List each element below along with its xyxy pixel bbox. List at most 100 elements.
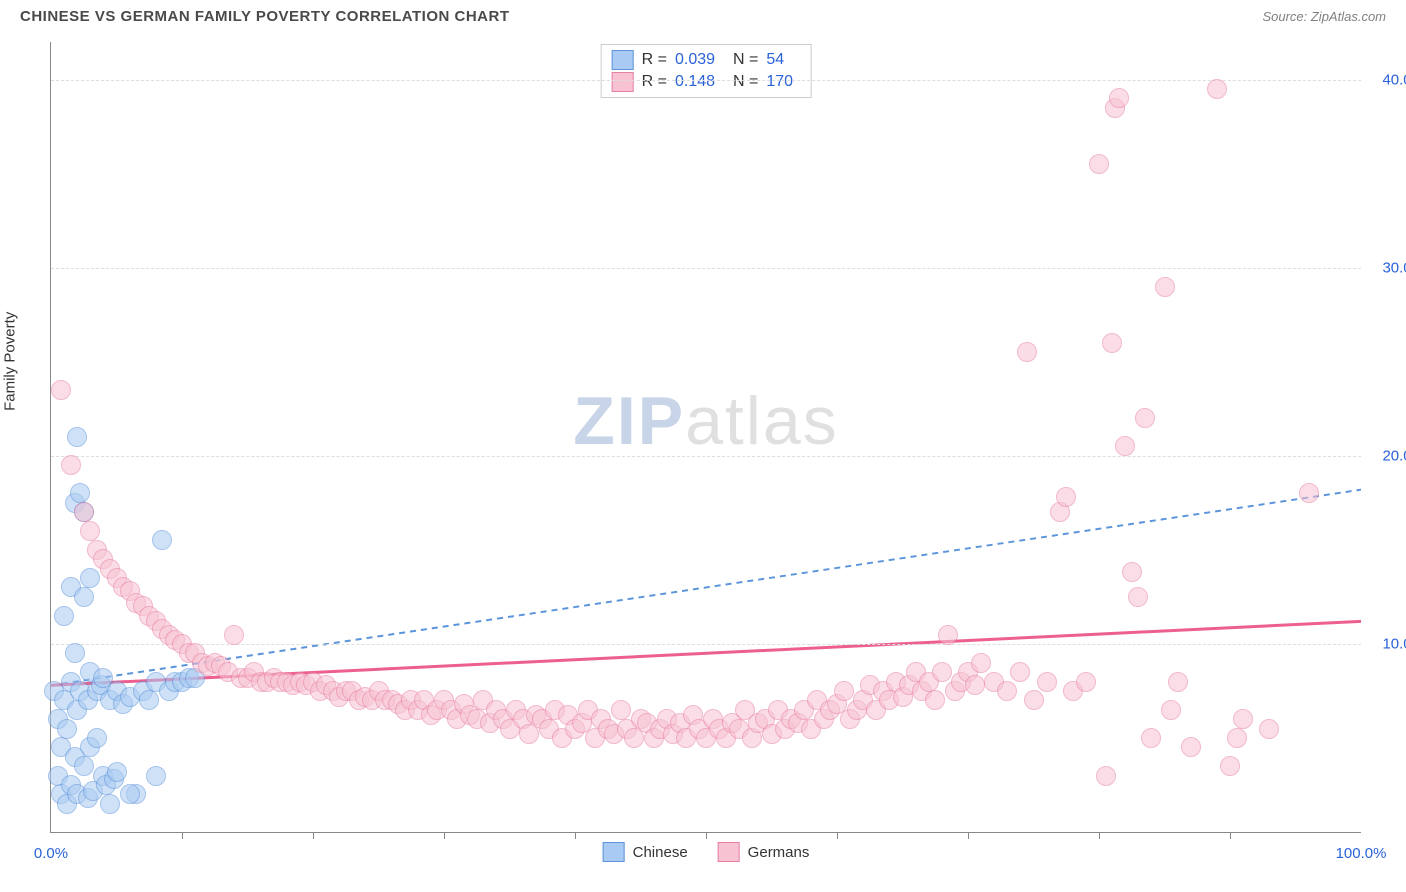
data-point bbox=[74, 587, 94, 607]
data-point bbox=[80, 521, 100, 541]
legend-swatch bbox=[612, 72, 634, 92]
data-point bbox=[224, 625, 244, 645]
n-label: N = bbox=[733, 51, 758, 69]
data-point bbox=[611, 700, 631, 720]
x-tick-label: 100.0% bbox=[1336, 845, 1387, 862]
data-point bbox=[1155, 277, 1175, 297]
stats-row: R = 0.148 N = 170 bbox=[612, 71, 801, 93]
data-point bbox=[107, 762, 127, 782]
data-point bbox=[1076, 672, 1096, 692]
data-point bbox=[1161, 700, 1181, 720]
y-axis-label: Family Poverty bbox=[2, 312, 19, 411]
data-point bbox=[1017, 342, 1037, 362]
r-value: 0.039 bbox=[675, 51, 725, 69]
data-point bbox=[1024, 690, 1044, 710]
watermark-zip: ZIP bbox=[573, 383, 685, 459]
data-point bbox=[65, 643, 85, 663]
data-point bbox=[54, 606, 74, 626]
data-point bbox=[1227, 728, 1247, 748]
legend-item: Germans bbox=[718, 842, 810, 862]
data-point bbox=[100, 794, 120, 814]
data-point bbox=[1181, 737, 1201, 757]
data-point bbox=[1168, 672, 1188, 692]
grid-line bbox=[51, 80, 1361, 81]
data-point bbox=[965, 675, 985, 695]
x-tick bbox=[444, 832, 445, 839]
r-label: R = bbox=[642, 51, 667, 69]
data-point bbox=[61, 455, 81, 475]
data-point bbox=[1207, 79, 1227, 99]
data-point bbox=[74, 756, 94, 776]
data-point bbox=[80, 568, 100, 588]
data-point bbox=[1259, 719, 1279, 739]
data-point bbox=[87, 728, 107, 748]
data-point bbox=[51, 380, 71, 400]
x-tick-label: 0.0% bbox=[34, 845, 68, 862]
data-point bbox=[146, 766, 166, 786]
data-point bbox=[1135, 408, 1155, 428]
watermark: ZIPatlas bbox=[573, 382, 838, 460]
data-point bbox=[1233, 709, 1253, 729]
data-point bbox=[67, 427, 87, 447]
n-value: 54 bbox=[766, 51, 800, 69]
data-point bbox=[1128, 587, 1148, 607]
x-tick bbox=[1230, 832, 1231, 839]
data-point bbox=[120, 784, 140, 804]
data-point bbox=[74, 502, 94, 522]
data-point bbox=[834, 681, 854, 701]
legend-swatch bbox=[612, 50, 634, 70]
data-point bbox=[1141, 728, 1161, 748]
data-point bbox=[971, 653, 991, 673]
data-point bbox=[938, 625, 958, 645]
data-point bbox=[925, 690, 945, 710]
trend-line bbox=[51, 490, 1361, 686]
y-tick-label: 10.0% bbox=[1369, 635, 1406, 652]
data-point bbox=[1037, 672, 1057, 692]
legend-swatch bbox=[603, 842, 625, 862]
x-tick bbox=[968, 832, 969, 839]
data-point bbox=[1220, 756, 1240, 776]
data-point bbox=[932, 662, 952, 682]
data-point bbox=[1102, 333, 1122, 353]
x-tick bbox=[182, 832, 183, 839]
r-label: R = bbox=[642, 73, 667, 91]
data-point bbox=[1122, 562, 1142, 582]
x-tick bbox=[313, 832, 314, 839]
n-value: 170 bbox=[766, 73, 800, 91]
data-point bbox=[1089, 154, 1109, 174]
y-tick-label: 30.0% bbox=[1369, 259, 1406, 276]
data-point bbox=[139, 690, 159, 710]
x-tick bbox=[706, 832, 707, 839]
legend-item: Chinese bbox=[603, 842, 688, 862]
data-point bbox=[1299, 483, 1319, 503]
data-point bbox=[1096, 766, 1116, 786]
data-point bbox=[1115, 436, 1135, 456]
chart-container: Family Poverty ZIPatlas R =0.039N =54R =… bbox=[20, 32, 1386, 872]
data-point bbox=[70, 483, 90, 503]
grid-line bbox=[51, 456, 1361, 457]
watermark-atlas: atlas bbox=[685, 383, 839, 459]
data-point bbox=[152, 530, 172, 550]
x-tick bbox=[575, 832, 576, 839]
data-point bbox=[997, 681, 1017, 701]
y-tick-label: 20.0% bbox=[1369, 447, 1406, 464]
y-tick-label: 40.0% bbox=[1369, 71, 1406, 88]
source-attribution: Source: ZipAtlas.com bbox=[1262, 9, 1386, 24]
stats-box: R = 0.039 N = 54 R = 0.148 N = 170 bbox=[601, 44, 812, 98]
legend-label: Chinese bbox=[633, 844, 688, 861]
grid-line bbox=[51, 644, 1361, 645]
legend-label: Germans bbox=[748, 844, 810, 861]
legend: Chinese Germans bbox=[603, 842, 810, 862]
data-point bbox=[1010, 662, 1030, 682]
x-tick bbox=[837, 832, 838, 839]
r-value: 0.148 bbox=[675, 73, 725, 91]
x-tick bbox=[1099, 832, 1100, 839]
stats-row: R = 0.039 N = 54 bbox=[612, 49, 801, 71]
chart-title: CHINESE VS GERMAN FAMILY POVERTY CORRELA… bbox=[20, 8, 510, 25]
data-point bbox=[1109, 88, 1129, 108]
data-point bbox=[57, 719, 77, 739]
legend-swatch bbox=[718, 842, 740, 862]
n-label: N = bbox=[733, 73, 758, 91]
grid-line bbox=[51, 268, 1361, 269]
plot-area: ZIPatlas R =0.039N =54R =0.148N =170 Chi… bbox=[50, 42, 1361, 833]
